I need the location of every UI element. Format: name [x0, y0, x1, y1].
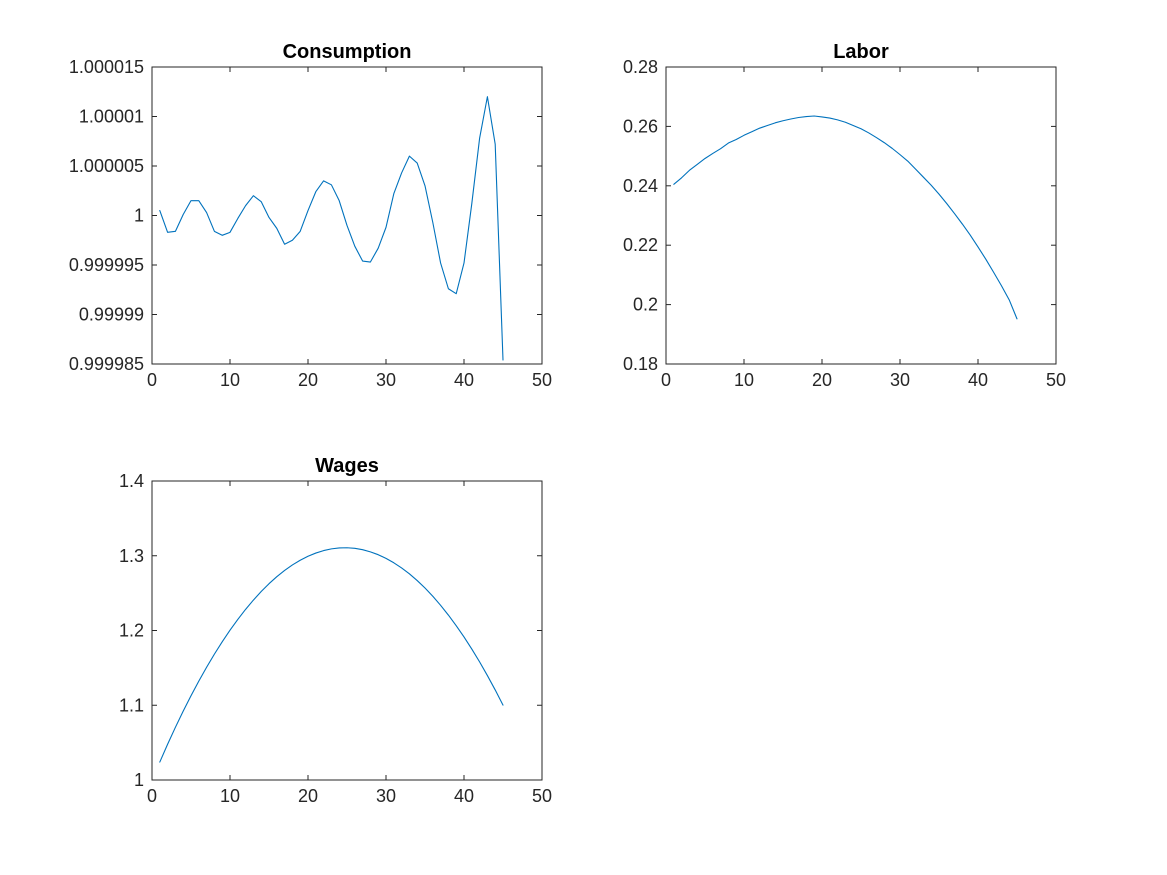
- wages-y-tick-label: 1.2: [119, 621, 144, 641]
- labor-y-tick-label: 0.22: [623, 235, 658, 255]
- consumption-panel: 0 10 20 30 40 50 0.999985 0.99999 0.999995 1 1.000…: [69, 41, 552, 390]
- wages-title: Wages: [315, 455, 379, 477]
- consumption-y-tick-label: 0.999995: [69, 255, 144, 275]
- consumption-y-tick-label: 1: [134, 206, 144, 226]
- labor-x-tick-label: 40: [968, 370, 988, 390]
- labor-x-tick-label: 20: [812, 370, 832, 390]
- labor-y-tick-label: 0.18: [623, 354, 658, 374]
- labor-title: Labor: [833, 41, 889, 63]
- consumption-series-line: [159, 96, 504, 361]
- wages-y-tick-label: 1: [134, 770, 144, 790]
- wages-x-tick-label: 40: [454, 786, 474, 806]
- consumption-x-tick-label: 40: [454, 370, 474, 390]
- labor-x-tick-label: 10: [734, 370, 754, 390]
- labor-y-tick-label: 0.26: [623, 116, 658, 136]
- labor-axes-box: [665, 66, 1057, 365]
- consumption-title: Consumption: [283, 41, 412, 63]
- labor-x-tick-label: 30: [890, 370, 910, 390]
- consumption-y-tick-label: 1.000005: [69, 156, 144, 176]
- consumption-y-tick-label: 0.99999: [79, 305, 144, 325]
- labor-x-tick-label: 0: [661, 370, 671, 390]
- consumption-x-tick-label: 30: [376, 370, 396, 390]
- consumption-x-tick-label: 20: [298, 370, 318, 390]
- labor-y-tick-label: 0.28: [623, 57, 658, 77]
- wages-y-tick-label: 1.1: [119, 695, 144, 715]
- wages-y-tick-label: 1.4: [119, 471, 144, 491]
- wages-panel: 0 10 20 30 40 50 1 1.1 1.2 1.3 1.4 Wages: [119, 455, 552, 806]
- labor-y-tick-label: 0.24: [623, 176, 658, 196]
- wages-x-tick-label: 30: [376, 786, 396, 806]
- labor-y-tick-label: 0.2: [633, 295, 658, 315]
- consumption-y-tick-label: 1.000015: [69, 57, 144, 77]
- wages-axes-box: [151, 480, 543, 781]
- consumption-y-tick-label: 1.00001: [79, 107, 144, 127]
- labor-series-line: [673, 115, 1018, 320]
- labor-x-tick-label: 50: [1046, 370, 1066, 390]
- labor-panel: 0 10 20 30 40 50 0.18 0.2 0.22 0.24 0.26 0.28 Labor: [623, 41, 1066, 390]
- wages-x-tick-label: 20: [298, 786, 318, 806]
- consumption-x-tick-label: 10: [220, 370, 240, 390]
- consumption-y-tick-label: 0.999985: [69, 354, 144, 374]
- consumption-x-tick-label: 50: [532, 370, 552, 390]
- wages-x-tick-label: 0: [147, 786, 157, 806]
- wages-series-line: [159, 547, 504, 763]
- wages-x-tick-label: 10: [220, 786, 240, 806]
- wages-y-tick-label: 1.3: [119, 546, 144, 566]
- wages-x-tick-label: 50: [532, 786, 552, 806]
- consumption-axes-box: [151, 66, 543, 365]
- consumption-x-tick-label: 0: [147, 370, 157, 390]
